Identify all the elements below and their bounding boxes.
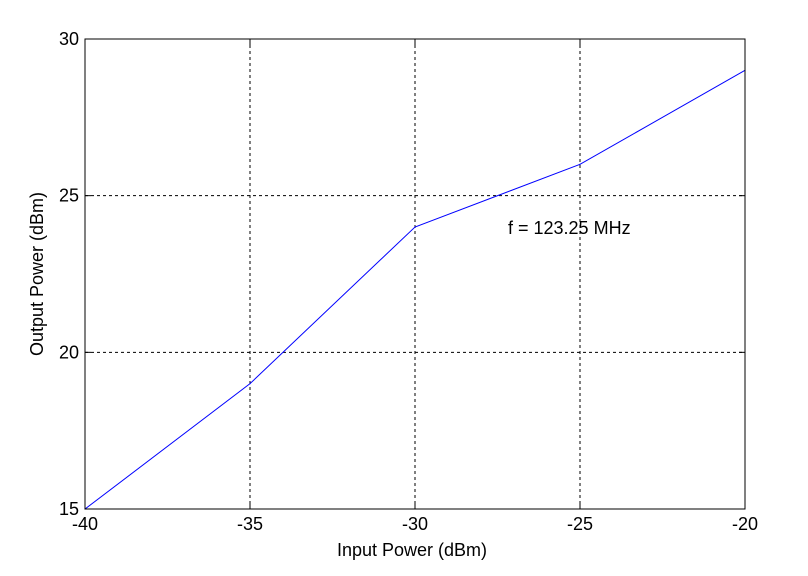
data-point: [579, 163, 581, 165]
y-tick-label: 25: [59, 186, 79, 206]
x-tick-label: -35: [237, 514, 263, 534]
y-tick-label: 30: [59, 29, 79, 49]
data-point: [249, 383, 251, 385]
x-tick-label: -30: [402, 514, 428, 534]
ticks-layer: [84, 38, 746, 510]
x-axis-label: Input Power (dBm): [337, 540, 487, 560]
annotations-layer: f = 123.25 MHz: [508, 218, 631, 238]
x-tick-label: -20: [732, 514, 758, 534]
y-axis-label: Output Power (dBm): [27, 192, 47, 356]
data-point: [414, 226, 416, 228]
x-tick-label: -25: [567, 514, 593, 534]
y-tick-label: 20: [59, 342, 79, 362]
y-tick-label: 15: [59, 499, 79, 519]
x-tick-label: -40: [72, 514, 98, 534]
grid-lines: [85, 39, 745, 509]
frequency-annotation: f = 123.25 MHz: [508, 218, 631, 238]
tick-labels-layer: -40 -35 -30 -25 -20 15 20 25 30: [59, 29, 758, 534]
